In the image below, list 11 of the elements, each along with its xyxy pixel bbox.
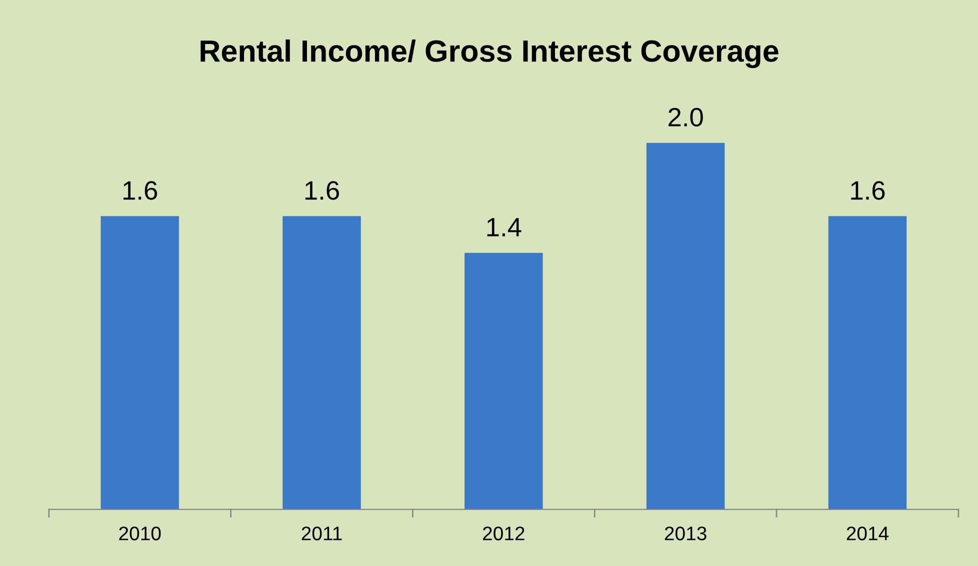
data-label: 2.0: [668, 108, 703, 127]
data-label: 1.4: [487, 218, 522, 236]
x-tick-label: 2013: [664, 526, 706, 540]
x-tick-label: 2012: [483, 526, 524, 540]
x-tick-label: 2014: [846, 526, 889, 540]
data-label: 1.6: [851, 181, 885, 200]
x-tick-label: 2010: [119, 526, 161, 540]
data-label: 1.6: [305, 181, 339, 200]
data-label: 1.6: [124, 181, 158, 200]
x-tick-label: 2011: [302, 526, 342, 540]
chart-title: Rental Income/ Gross Interest Coverage: [200, 39, 778, 68]
